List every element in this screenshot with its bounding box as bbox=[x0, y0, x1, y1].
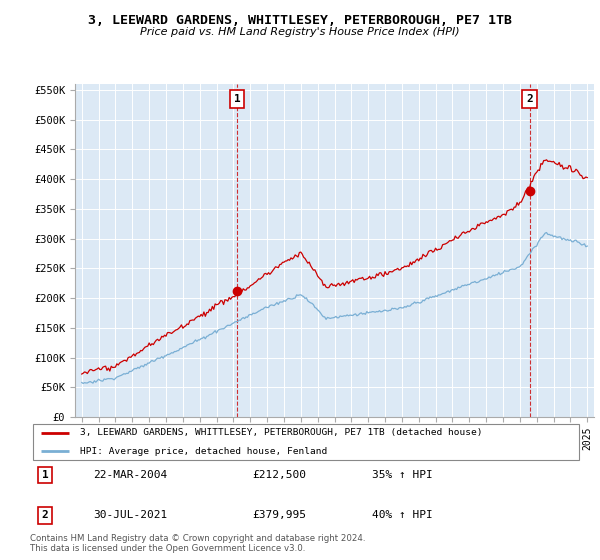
Text: 3, LEEWARD GARDENS, WHITTLESEY, PETERBOROUGH, PE7 1TB: 3, LEEWARD GARDENS, WHITTLESEY, PETERBOR… bbox=[88, 14, 512, 27]
Text: £212,500: £212,500 bbox=[252, 470, 306, 480]
Text: 1: 1 bbox=[234, 94, 241, 104]
Text: Price paid vs. HM Land Registry's House Price Index (HPI): Price paid vs. HM Land Registry's House … bbox=[140, 27, 460, 37]
Text: HPI: Average price, detached house, Fenland: HPI: Average price, detached house, Fenl… bbox=[80, 447, 327, 456]
Text: £379,995: £379,995 bbox=[252, 510, 306, 520]
FancyBboxPatch shape bbox=[33, 424, 579, 460]
Text: 2: 2 bbox=[526, 94, 533, 104]
Text: 40% ↑ HPI: 40% ↑ HPI bbox=[372, 510, 433, 520]
Text: Contains HM Land Registry data © Crown copyright and database right 2024.
This d: Contains HM Land Registry data © Crown c… bbox=[30, 534, 365, 553]
Text: 22-MAR-2004: 22-MAR-2004 bbox=[93, 470, 167, 480]
Text: 2: 2 bbox=[41, 510, 49, 520]
Text: 3, LEEWARD GARDENS, WHITTLESEY, PETERBOROUGH, PE7 1TB (detached house): 3, LEEWARD GARDENS, WHITTLESEY, PETERBOR… bbox=[80, 428, 482, 437]
Text: 30-JUL-2021: 30-JUL-2021 bbox=[93, 510, 167, 520]
Text: 1: 1 bbox=[41, 470, 49, 480]
Text: 35% ↑ HPI: 35% ↑ HPI bbox=[372, 470, 433, 480]
